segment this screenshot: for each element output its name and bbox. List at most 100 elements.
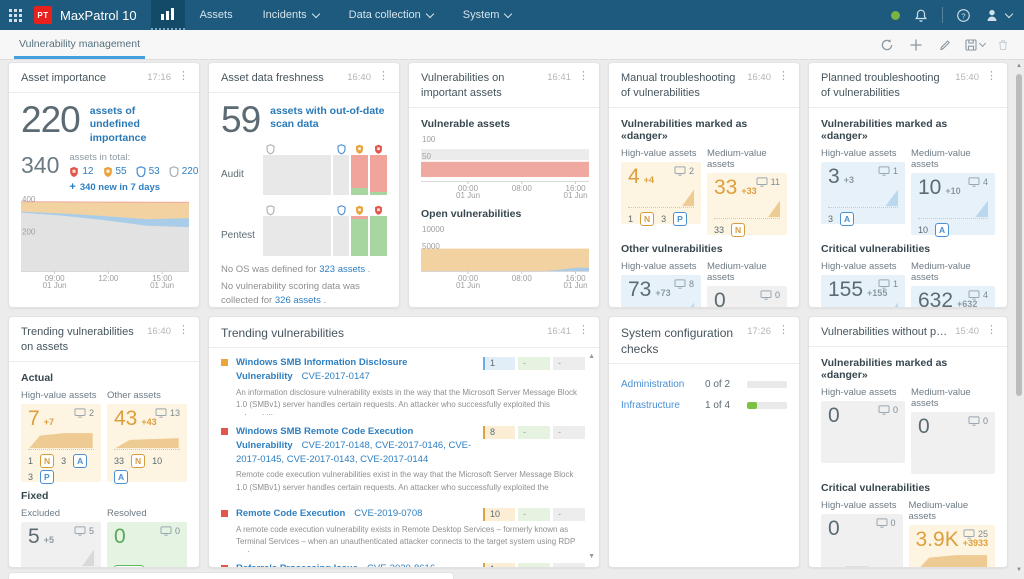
card-menu-button[interactable]: ⋮ bbox=[986, 325, 997, 336]
vulnerability-title-link[interactable]: Remote Code Execution bbox=[236, 508, 345, 519]
cve-links[interactable]: CVE-2020-8616 bbox=[367, 563, 435, 568]
card-title: Trending vulnerabilities bbox=[221, 325, 539, 341]
status-badge: N bbox=[640, 212, 654, 226]
assets-link[interactable]: 326 assets bbox=[275, 295, 321, 306]
check-standard-link[interactable]: Administration bbox=[621, 379, 705, 390]
tab-vulnerability-management[interactable]: Vulnerability management bbox=[14, 30, 145, 59]
tile-label: Medium-value assets bbox=[911, 387, 995, 409]
tile-value: 4 bbox=[628, 166, 640, 187]
notifications-button[interactable] bbox=[913, 8, 929, 23]
card-menu-button[interactable]: ⋮ bbox=[578, 71, 589, 82]
nav-item-incidents[interactable]: Incidents bbox=[248, 0, 334, 30]
scrollbar-thumb[interactable] bbox=[1016, 74, 1022, 396]
refresh-button[interactable] bbox=[876, 34, 898, 56]
status-badge: P bbox=[40, 470, 54, 484]
cve-links[interactable]: CVE-2019-0708 bbox=[354, 508, 422, 519]
svg-text:200: 200 bbox=[22, 228, 36, 237]
vulnerability-item[interactable]: Referrals Processing IssueCVE-2020-86161… bbox=[209, 556, 599, 568]
dashboards-nav-tile-active[interactable] bbox=[151, 0, 185, 30]
scroll-up-arrow[interactable]: ▲ bbox=[588, 353, 595, 360]
card-title: Planned troubleshooting of vulnerabiliti… bbox=[821, 71, 947, 101]
tile-value: 33 bbox=[714, 177, 737, 198]
card-menu-button[interactable]: ⋮ bbox=[578, 325, 589, 336]
sparkline-area bbox=[918, 198, 988, 219]
assets-link[interactable]: 323 assets bbox=[319, 264, 365, 275]
assets-monitor-icon bbox=[968, 177, 980, 187]
trend-sparkline bbox=[828, 558, 896, 568]
scrollbar-up-arrow[interactable]: ▲ bbox=[1014, 63, 1024, 69]
card-menu-button[interactable]: ⋮ bbox=[778, 325, 789, 336]
refresh-icon bbox=[880, 38, 894, 52]
add-widget-button[interactable] bbox=[905, 34, 927, 56]
scrollbar-down-arrow[interactable]: ▼ bbox=[1014, 567, 1024, 573]
stat-tile[interactable]: Resolved00Fixed bbox=[107, 507, 187, 568]
excluded-count-badge: - bbox=[553, 426, 585, 439]
affected-assets-count: 1 bbox=[878, 166, 898, 176]
card-menu-button[interactable]: ⋮ bbox=[178, 325, 189, 336]
scroll-down-arrow[interactable]: ▼ bbox=[588, 553, 595, 560]
tile-delta: +3933 bbox=[963, 538, 988, 548]
nav-item-data-collection[interactable]: Data collection bbox=[334, 0, 448, 30]
tile-label: High-value assets bbox=[821, 387, 905, 398]
tile-label: High-value assets bbox=[621, 148, 701, 159]
card-menu-button[interactable]: ⋮ bbox=[986, 71, 997, 82]
apps-grid-button[interactable] bbox=[0, 0, 30, 30]
freshness-group: Audit bbox=[221, 141, 387, 195]
nav-item-assets[interactable]: Assets bbox=[185, 0, 248, 30]
chevron-down-icon bbox=[426, 9, 434, 17]
delete-dashboard-button[interactable] bbox=[992, 34, 1014, 56]
shield-count-link[interactable]: 53 bbox=[149, 166, 160, 177]
new-assets-link[interactable]: +340 new in 7 days bbox=[69, 181, 198, 193]
edit-dashboard-button[interactable] bbox=[934, 34, 956, 56]
svg-text:01 Jun: 01 Jun bbox=[456, 281, 480, 290]
tile-label: High-value assets bbox=[21, 390, 101, 401]
excluded-count-badge: - bbox=[553, 357, 585, 370]
undefined-importance-label[interactable]: assets of undefined importance bbox=[90, 105, 187, 146]
svg-text:01 Jun: 01 Jun bbox=[564, 281, 588, 290]
divider bbox=[942, 7, 943, 23]
freshness-group: Pentest bbox=[221, 202, 387, 256]
shield-count-link[interactable]: 55 bbox=[116, 166, 127, 177]
affected-assets-count: 13 bbox=[155, 408, 180, 418]
vulnerability-title-link[interactable]: Referrals Processing Issue bbox=[236, 563, 358, 568]
help-button[interactable]: ? bbox=[956, 8, 971, 23]
vulnerability-item[interactable]: Windows SMB Information Disclosure Vulne… bbox=[209, 350, 599, 419]
shield-count-link[interactable]: 12 bbox=[82, 166, 93, 177]
stale-assets-label[interactable]: assets with out-of-date scan data bbox=[270, 105, 387, 132]
nav-item-system[interactable]: System bbox=[448, 0, 527, 30]
user-menu-button[interactable] bbox=[984, 8, 1012, 22]
check-progress-count: 1 of 4 bbox=[705, 400, 747, 411]
save-dashboard-button[interactable] bbox=[963, 34, 985, 56]
shield-count-link[interactable]: 220 bbox=[182, 166, 199, 177]
page-scrollbar[interactable]: ▲ ▼ bbox=[1014, 60, 1024, 576]
assets-monitor-icon bbox=[963, 529, 975, 539]
card-menu-button[interactable]: ⋮ bbox=[378, 71, 389, 82]
check-standard-link[interactable]: Infrastructure bbox=[621, 400, 705, 411]
tile-delta: +73 bbox=[655, 288, 670, 298]
vulnerability-item[interactable]: Windows SMB Remote Code Execution Vulner… bbox=[209, 419, 599, 502]
card-menu-button[interactable]: ⋮ bbox=[178, 71, 189, 82]
card-menu-button[interactable]: ⋮ bbox=[778, 71, 789, 82]
tile-value: 10 bbox=[918, 177, 941, 198]
cve-links[interactable]: CVE-2017-0147 bbox=[302, 371, 370, 382]
pt-logo[interactable]: PT bbox=[34, 6, 52, 24]
card-vulns-without-policies: Vulnerabilities without policies 15:40 ⋮… bbox=[808, 316, 1008, 568]
